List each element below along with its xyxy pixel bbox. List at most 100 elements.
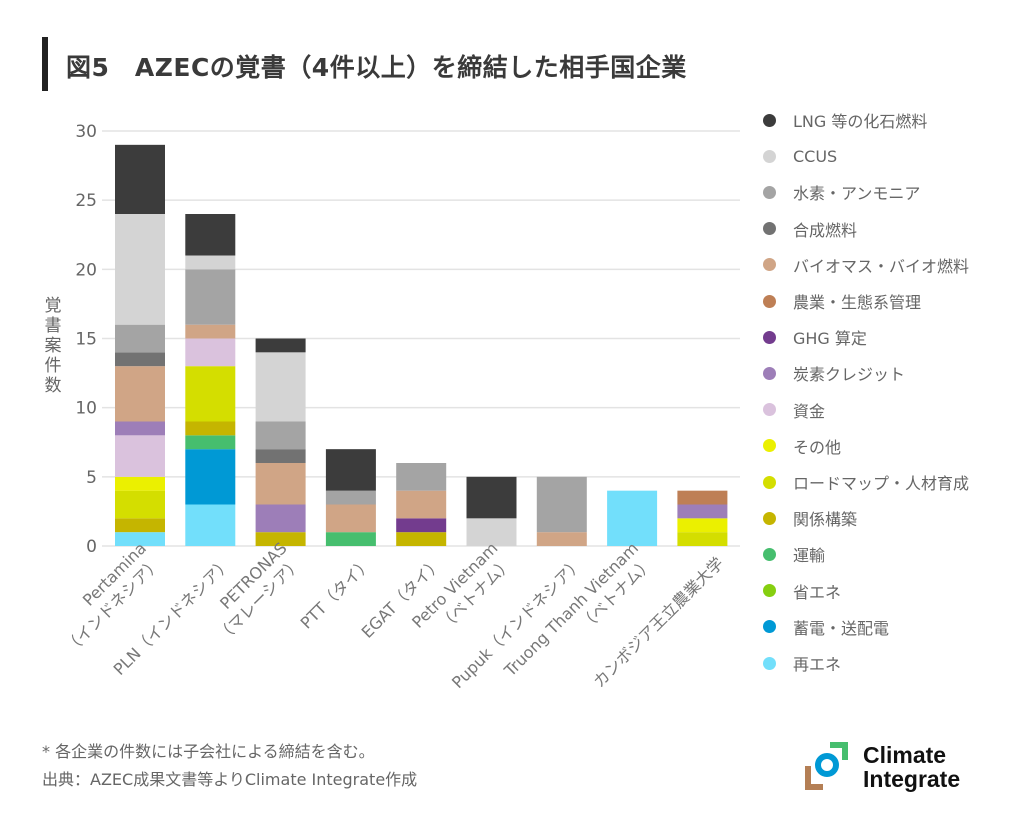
climate-integrate-logo: Climate Integrate — [800, 738, 1000, 798]
legend-label: GHG 算定 — [793, 329, 867, 349]
bar-segment — [396, 518, 447, 533]
legend-dot-icon — [763, 656, 776, 670]
bar-segment — [185, 255, 236, 270]
legend-dot-icon — [763, 185, 776, 199]
y-tick-label: 25 — [75, 191, 97, 211]
legend-label: 水素・アンモニア — [793, 184, 921, 204]
bar-segment — [396, 463, 447, 491]
legend-dot-icon — [763, 258, 776, 272]
bar-segment — [185, 269, 236, 325]
bar-segment — [115, 366, 165, 422]
legend-label: 資金 — [793, 401, 826, 421]
legend-label: CCUS — [793, 146, 838, 166]
bar-segment — [677, 504, 728, 519]
bar-segment — [677, 490, 728, 505]
legend-dot-icon — [763, 511, 776, 525]
bar-segment — [185, 366, 236, 422]
bar-segment — [536, 476, 587, 533]
logo-text-line2: Integrate — [863, 766, 961, 792]
legend-dot-icon — [763, 547, 776, 561]
bar-segment — [115, 490, 165, 519]
legend-item: その他 — [760, 434, 841, 458]
y-axis-label-char: 件 — [44, 356, 62, 376]
legend-label: 省エネ — [793, 582, 842, 602]
legend-label: 合成燃料 — [793, 220, 858, 240]
logo-mark-icon — [805, 742, 848, 790]
y-axis-label-char: 案 — [44, 336, 62, 356]
bar-segment — [466, 518, 517, 546]
bar-segment — [185, 214, 236, 256]
bar-segment — [115, 518, 165, 533]
legend-item: 運輸 — [760, 542, 825, 566]
x-tick-label: PTT（タイ） — [297, 553, 376, 632]
legend-label: ロードマップ・人材育成 — [793, 474, 970, 493]
logo-text-line1: Climate — [863, 742, 947, 768]
legend-item: CCUS — [760, 144, 837, 168]
bar-segment — [466, 476, 517, 519]
y-tick-label: 10 — [75, 399, 97, 419]
bar-segment — [396, 532, 447, 546]
legend-label: 運輸 — [793, 546, 826, 566]
source-note: 出典：AZEC成果文書等よりClimate Integrate作成 — [42, 770, 418, 789]
bar-segment — [115, 324, 165, 353]
bar-segment — [115, 421, 165, 436]
legend-item: ロードマップ・人材育成 — [760, 470, 969, 494]
legend-item: 合成燃料 — [760, 217, 857, 241]
bar-segment — [255, 449, 306, 463]
bar-segment — [325, 532, 376, 546]
legend-label: 再エネ — [793, 655, 842, 674]
legend-dot-icon — [763, 149, 776, 163]
bar-segment — [255, 338, 306, 353]
bar-segment — [325, 490, 376, 505]
y-axis-label-char: 数 — [44, 376, 62, 396]
title-accent-bar — [42, 37, 48, 91]
bar-segment — [255, 504, 306, 533]
bar-segment — [115, 435, 165, 477]
bar-segment — [185, 421, 236, 436]
bar-segment — [677, 518, 728, 533]
x-tick-label-line: PTT（タイ） — [297, 553, 376, 632]
bar-segment — [115, 214, 165, 325]
legend-item: LNG 等の化石燃料 — [760, 108, 927, 132]
bar-segment — [677, 532, 728, 546]
legend-item: 再エネ — [760, 651, 841, 675]
legend-dot-icon — [763, 584, 776, 598]
x-tick-label: PETRONAS（マレーシア） — [213, 539, 305, 646]
bar-segment — [255, 421, 306, 450]
legend-dot-icon — [763, 439, 776, 453]
y-tick-labels: 0 5 10 15 20 25 30 — [75, 122, 97, 557]
legend-item: 資金 — [760, 398, 825, 422]
bar-segment — [536, 532, 587, 546]
y-tick-label: 15 — [75, 330, 97, 350]
bar-segment — [185, 449, 236, 505]
y-axis-label-char: 覚 — [44, 296, 62, 316]
legend-item: 農業・生態系管理 — [760, 289, 921, 313]
legend-item: 炭素クレジット — [760, 361, 905, 385]
bar-segment — [325, 449, 376, 491]
legend-label: その他 — [793, 437, 842, 457]
legend-dot-icon — [763, 366, 776, 380]
legend-dot-icon — [763, 475, 776, 489]
legend-label: 炭素クレジット — [793, 365, 906, 385]
chart-title: 図5 AZECの覚書（4件以上）を締結した相手国企業 — [66, 53, 687, 82]
legend-label: 蓄電・送配電 — [793, 618, 890, 638]
legend-dot-icon — [763, 294, 776, 308]
bar-segment — [115, 352, 165, 367]
legend-item: バイオマス・バイオ燃料 — [760, 253, 969, 277]
bar-segment — [255, 352, 306, 422]
y-axis-label-char: 書 — [44, 316, 62, 336]
legend-label: 農業・生態系管理 — [793, 293, 922, 312]
legend-dot-icon — [763, 620, 776, 634]
legend-item: 省エネ — [760, 579, 841, 603]
bar-segment — [255, 463, 306, 505]
bar-segment — [255, 532, 306, 546]
bar-segment — [115, 476, 165, 491]
bar-segment — [185, 338, 236, 367]
legend-label: 関係構築 — [793, 510, 858, 530]
legend-item: 水素・アンモニア — [760, 180, 920, 204]
legend-label: バイオマス・バイオ燃料 — [793, 256, 970, 276]
bar-segment — [185, 504, 236, 546]
bar-segment — [185, 435, 236, 450]
y-tick-label: 30 — [75, 122, 97, 142]
